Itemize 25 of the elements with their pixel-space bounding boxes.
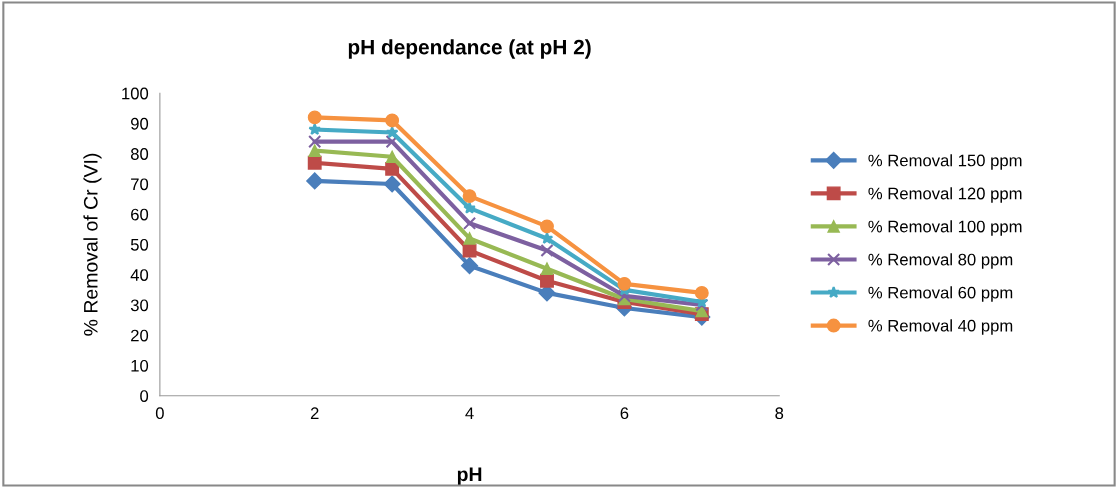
- y-tick-label: 50: [130, 238, 149, 251]
- y-tick-label: 10: [131, 359, 149, 372]
- x-tick-label: 6: [620, 407, 629, 420]
- y-tick-label: 90: [131, 117, 149, 130]
- y-tick-label: 30: [130, 299, 149, 312]
- x-tick-label: 2: [310, 407, 319, 419]
- legend-label: % Removal 150 ppm: [868, 154, 1022, 170]
- legend-label: % Removal 40 ppm: [868, 319, 1013, 335]
- legend-label: % Removal 120 ppm: [868, 187, 1022, 203]
- legend-label: % Removal 80 ppm: [868, 253, 1013, 269]
- x-axis-title: pH: [457, 467, 482, 485]
- x-tick-label: 4: [465, 407, 474, 419]
- y-axis-title: % Removal of Cr (VI): [83, 153, 102, 336]
- legend-label: % Removal 100 ppm: [868, 220, 1022, 236]
- y-tick-label: 0: [140, 390, 149, 402]
- x-tick-label: 8: [775, 407, 784, 420]
- y-tick-label: 60: [131, 208, 149, 221]
- chart-title: pH dependance (at pH 2): [348, 39, 591, 59]
- legend-label: % Removal 60 ppm: [868, 286, 1013, 302]
- y-tick-label: 100: [122, 87, 149, 100]
- y-tick-label: 40: [130, 269, 149, 281]
- y-tick-label: 20: [131, 329, 149, 342]
- y-tick-label: 70: [131, 178, 149, 191]
- x-tick-label: 0: [155, 407, 164, 420]
- y-tick-label: 80: [130, 148, 149, 160]
